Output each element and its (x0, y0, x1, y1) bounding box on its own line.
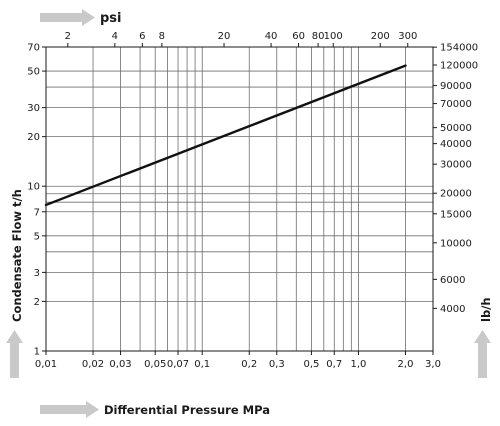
x-tick-label: 0,01 (35, 359, 57, 370)
y-tick-label: 20 (27, 132, 40, 143)
y-tick-label: 7 (34, 207, 40, 218)
y-axis-arrow-icon (6, 330, 23, 378)
y-tick-label: 1 (34, 347, 40, 358)
y-tick-label: 70 (27, 43, 40, 54)
psi-tick-label: 300 (398, 31, 417, 42)
plot-frame (45, 46, 434, 352)
x-tick-label: 0,07 (167, 359, 189, 370)
x-tick-label: 2,0 (398, 359, 414, 370)
x-tick-label: 0,03 (109, 359, 131, 370)
lbh-tick-label: 6000 (440, 275, 465, 286)
lbh-tick-label: 154000 (440, 43, 478, 54)
x-tick-label: 1,0 (351, 359, 367, 370)
lbh-tick-label: 120000 (440, 61, 478, 72)
y-tick-label: 5 (34, 231, 40, 242)
series-line (44, 64, 407, 207)
psi-tick-label: 4 (112, 31, 118, 42)
psi-tick-label: 80 (312, 31, 325, 42)
x-axis-label: Differential Pressure MPa (104, 403, 270, 417)
psi-tick-label: 6 (139, 31, 145, 42)
psi-tick-label: 20 (218, 31, 231, 42)
psi-tick-label: 200 (371, 31, 390, 42)
x-tick-label: 0,7 (326, 359, 342, 370)
psi-tick-label: 8 (159, 31, 165, 42)
lbh-tick-label: 50000 (440, 123, 472, 134)
x-tick-label: 3,0 (425, 359, 441, 370)
lbh-tick-label: 10000 (440, 238, 472, 249)
lbh-arrow-icon (474, 330, 491, 378)
y-tick-label: 30 (27, 103, 40, 114)
y-tick-label: 3 (34, 268, 40, 279)
x-tick-label: 0,3 (269, 359, 285, 370)
psi-tick-label: 2 (65, 31, 71, 42)
x-tick-label: 0,1 (194, 359, 210, 370)
lbh-tick-label: 90000 (440, 81, 472, 92)
lbh-axis-label: lb/h (479, 297, 493, 322)
psi-tick-label: 100 (324, 31, 343, 42)
x-tick-label: 0,2 (241, 359, 257, 370)
x-axis-arrow-icon (40, 401, 99, 418)
x-tick-label: 0,02 (82, 359, 104, 370)
y-tick-label: 10 (27, 182, 40, 193)
x-tick-label: 0,05 (144, 359, 166, 370)
lbh-tick-label: 4000 (440, 304, 465, 315)
psi-tick-label: 40 (265, 31, 278, 42)
psi-tick-label: 60 (292, 31, 305, 42)
y-tick-label: 50 (27, 67, 40, 78)
psi-axis-label: psi (100, 11, 122, 26)
x-tick-label: 0,5 (303, 359, 319, 370)
lbh-tick-label: 30000 (440, 160, 472, 171)
lbh-tick-label: 70000 (440, 99, 472, 110)
y-tick-label: 2 (34, 297, 40, 308)
y-axis-label: Condensate Flow t/h (10, 189, 24, 322)
lbh-tick-label: 40000 (440, 139, 472, 150)
psi-arrow-icon (40, 9, 95, 26)
lbh-tick-label: 15000 (440, 209, 472, 220)
lbh-tick-label: 20000 (440, 189, 472, 200)
